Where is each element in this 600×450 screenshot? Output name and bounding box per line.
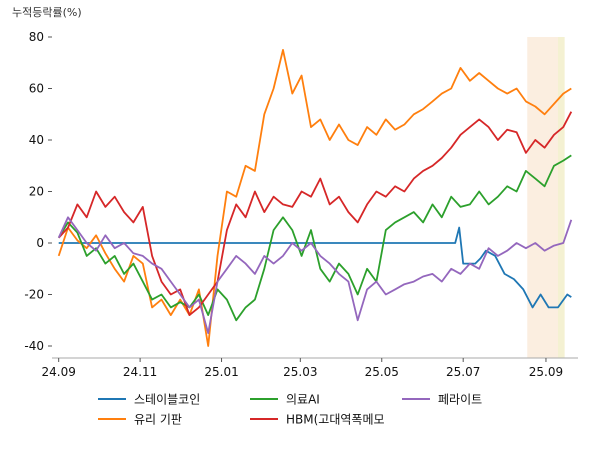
- y-tick-label: 80: [29, 30, 44, 44]
- y-tick-label: -20: [24, 288, 44, 302]
- x-tick-label: 25.05: [365, 365, 399, 379]
- series-line-1: [57, 49, 572, 347]
- x-ticks: 24.09 24.11 25.01 25.03 25.05 25.07 25.09: [41, 358, 563, 379]
- y-tick-label: 0: [36, 236, 44, 250]
- y-tick-label: -40: [24, 339, 44, 353]
- shaded-region-0: [527, 37, 558, 358]
- shaded-regions: [527, 37, 565, 358]
- series-line-0: [58, 226, 572, 309]
- series-lines: [57, 49, 573, 347]
- legend-label: 의료AI: [286, 393, 320, 407]
- x-tick-label: 25.03: [283, 365, 317, 379]
- series-line-4: [57, 216, 573, 334]
- legend-label: 유리 기판: [134, 413, 182, 427]
- y-tick-label: 40: [29, 133, 44, 147]
- x-tick-label: 25.09: [529, 365, 563, 379]
- x-tick-label: 25.07: [446, 365, 480, 379]
- y-ticks: 80 60 40 20 0 -20 -40: [24, 30, 52, 353]
- series-line-2: [57, 154, 572, 322]
- y-tick-label: 20: [29, 185, 44, 199]
- x-tick-label: 24.11: [123, 365, 157, 379]
- x-tick-label: 25.01: [204, 365, 238, 379]
- shaded-region-1: [557, 37, 565, 358]
- x-tick-label: 24.09: [41, 365, 75, 379]
- legend-label: 페라이트: [438, 393, 482, 407]
- y-tick-label: 60: [29, 82, 44, 96]
- y-axis-title: 누적등락률(%): [12, 6, 82, 19]
- legend-label: HBM(고대역폭메모: [286, 413, 385, 427]
- series-line-3: [58, 111, 573, 316]
- legend-label: 스테이블코인: [134, 393, 200, 407]
